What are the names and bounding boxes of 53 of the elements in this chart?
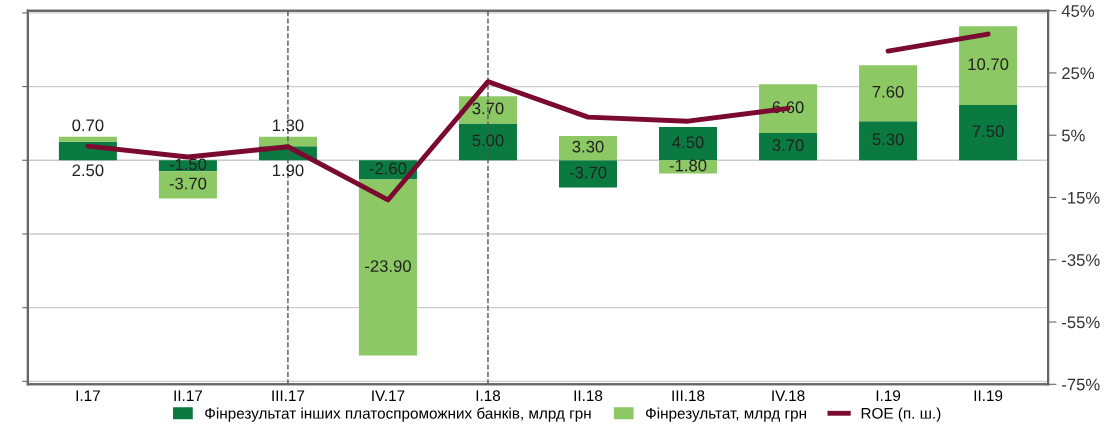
data-label: 0.70 — [72, 119, 104, 132]
data-label: 4.50 — [672, 136, 704, 149]
x-tick-label: III.18 — [672, 390, 705, 402]
legend-label: ROE (п. ш.) — [861, 407, 941, 422]
bar — [759, 84, 818, 134]
bar — [558, 135, 617, 161]
bar — [458, 123, 517, 161]
bar — [959, 105, 1018, 161]
legend-label: Фінрезультат інших платоспроможних банків, млрд грн — [205, 407, 591, 422]
bar — [558, 160, 617, 188]
y2-tick-label: 25% — [1062, 67, 1095, 80]
data-label: -23.90 — [365, 260, 411, 272]
bar — [158, 171, 217, 199]
legend-label: Фінрезультат, млрд грн — [645, 407, 806, 422]
data-label: -1.50 — [169, 158, 207, 171]
data-label: -3.70 — [169, 177, 207, 190]
data-label: 3.70 — [472, 102, 504, 115]
data-label: 1.90 — [272, 164, 304, 177]
x-tick-label: IV.17 — [372, 390, 405, 401]
y2-tick-label: -75% — [1062, 378, 1100, 391]
bar — [859, 121, 918, 161]
data-label: 7.50 — [972, 125, 1004, 138]
x-tick-label: IV.18 — [772, 390, 805, 402]
data-label: -3.70 — [569, 166, 607, 179]
y2-tick-label: -35% — [1062, 254, 1100, 266]
x-tick-label: II.18 — [574, 390, 603, 402]
y2-tick-label: -55% — [1062, 316, 1100, 329]
data-label: 5.30 — [872, 133, 904, 146]
data-label: 7.60 — [872, 85, 904, 98]
y2-tick-label: 5% — [1061, 129, 1085, 142]
x-tick-label: I.18 — [476, 390, 501, 402]
data-label: 3.70 — [772, 139, 804, 152]
x-tick-label: II.19 — [974, 390, 1003, 402]
y2-tick-label: -15% — [1062, 191, 1100, 204]
bar — [959, 26, 1018, 105]
x-tick-label: I.17 — [76, 390, 100, 401]
bar — [759, 133, 818, 161]
data-label: 2.50 — [72, 164, 104, 177]
x-tick-label: III.17 — [272, 390, 305, 401]
x-tick-label: I.19 — [876, 390, 901, 402]
bar — [358, 179, 417, 356]
x-tick-label: II.17 — [174, 390, 203, 401]
bar — [58, 136, 117, 142]
y2-tick-label: 45% — [1061, 5, 1095, 17]
data-label: 3.30 — [572, 140, 604, 153]
data-label: 5.00 — [472, 134, 504, 147]
data-label: 1.30 — [272, 119, 304, 132]
data-label: -1.80 — [669, 159, 707, 172]
data-label: 10.70 — [968, 58, 1009, 71]
data-label: -2.60 — [369, 162, 407, 175]
bar — [659, 127, 718, 161]
bar — [859, 65, 918, 122]
bar — [659, 160, 718, 174]
